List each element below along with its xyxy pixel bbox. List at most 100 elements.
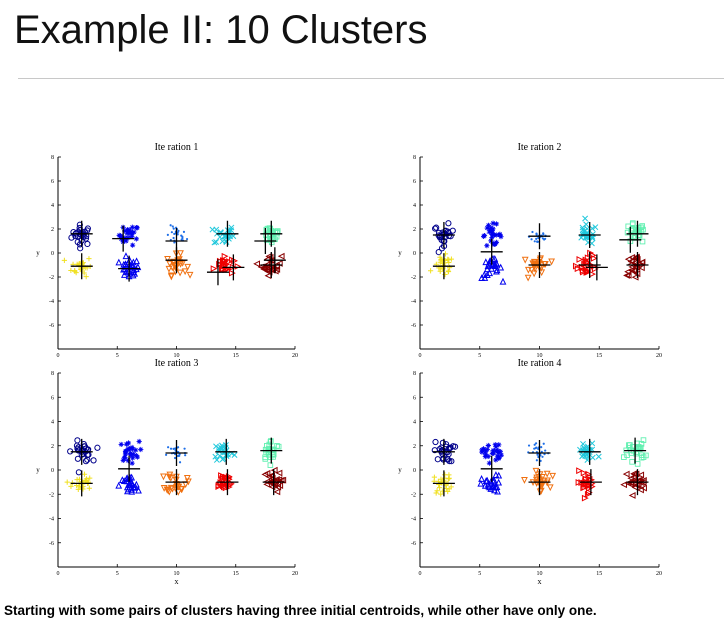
data-point-circle: [76, 241, 84, 248]
cluster-points: [527, 442, 550, 462]
data-point-triangle: [480, 270, 488, 278]
data-point-circle: [438, 245, 446, 252]
data-point-star: [493, 457, 499, 463]
data-point-triangle: [546, 484, 554, 492]
data-point-triangle: [167, 273, 175, 281]
data-point-star: [493, 239, 500, 245]
data-point-triangle: [580, 469, 588, 477]
title-divider: [18, 78, 724, 79]
data-point-circle: [70, 228, 77, 236]
x-tick-label: 5: [116, 353, 119, 359]
data-point-square: [630, 220, 636, 226]
data-point-circle: [74, 455, 81, 462]
data-point-triangle: [221, 252, 229, 260]
y-tick-label: 8: [51, 155, 54, 161]
data-point-triangle: [186, 271, 194, 279]
data-point-star: [490, 220, 496, 226]
y-tick-label: -2: [411, 275, 416, 281]
data-point-star: [483, 451, 489, 458]
data-point-circle: [434, 456, 441, 463]
data-point-triangle: [524, 266, 532, 274]
data-point-triangle: [620, 481, 628, 489]
data-point-triangle: [176, 269, 184, 277]
cluster-points: [621, 437, 649, 467]
slide-title: Example II: 10 Clusters: [14, 8, 428, 52]
data-point-star: [488, 238, 494, 244]
data-point-triangle: [478, 475, 485, 482]
y-tick-label: -2: [49, 492, 54, 498]
data-point-triangle: [627, 266, 635, 274]
data-point-triangle: [637, 471, 645, 479]
data-point-plus: [68, 267, 74, 274]
data-point-star: [129, 446, 136, 452]
data-point-cross: [228, 224, 235, 231]
data-point-plus: [445, 256, 451, 262]
data-point-triangle: [129, 271, 137, 279]
data-point-cross: [581, 445, 588, 452]
data-point-triangle: [486, 269, 494, 277]
data-point-triangle: [164, 487, 172, 495]
data-point-star: [136, 438, 142, 445]
data-point-dot: [172, 227, 175, 230]
data-point-dot: [530, 238, 533, 241]
centroid-marker: [216, 220, 239, 247]
y-tick-label: 8: [413, 371, 416, 377]
data-point-star: [497, 231, 503, 237]
data-point-cross: [213, 456, 220, 463]
data-point-dot: [540, 446, 543, 449]
y-tick-label: 6: [413, 395, 416, 401]
data-point-plus: [76, 261, 82, 267]
data-point-cross: [579, 453, 586, 460]
data-point-cross: [213, 239, 220, 246]
data-point-square: [274, 443, 280, 449]
data-point-star: [492, 442, 498, 448]
x-tick-label: 15: [596, 353, 602, 359]
data-point-star: [485, 442, 491, 449]
data-point-triangle: [481, 274, 489, 281]
data-point-dot: [185, 237, 189, 241]
y-tick-label: 4: [51, 420, 54, 426]
data-point-triangle: [265, 473, 273, 481]
data-point-triangle: [133, 257, 141, 265]
data-point-triangle: [486, 261, 494, 269]
data-point-triangle: [183, 475, 191, 482]
data-point-triangle: [276, 482, 284, 490]
data-point-star: [123, 238, 129, 244]
data-point-plus: [83, 476, 90, 482]
data-point-triangle: [576, 467, 584, 475]
data-point-triangle: [531, 262, 539, 270]
data-point-circle: [84, 240, 91, 248]
data-point-plus: [440, 488, 446, 494]
data-point-plus: [443, 485, 449, 492]
data-point-triangle: [115, 258, 123, 266]
data-point-cross: [211, 239, 218, 246]
cluster-points: [572, 249, 599, 278]
data-point-star: [498, 452, 504, 458]
data-point-dot: [182, 230, 186, 233]
data-point-triangle: [135, 486, 142, 494]
data-point-triangle: [270, 466, 278, 474]
centroid-marker: [528, 469, 551, 496]
cluster-points: [116, 224, 140, 248]
y-tick-label: -4: [411, 517, 416, 523]
y-tick-label: 2: [51, 227, 54, 233]
data-point-square: [267, 462, 274, 468]
data-point-plus: [81, 471, 88, 477]
data-point-star: [484, 225, 490, 231]
cluster-points: [623, 253, 646, 281]
data-point-triangle: [585, 484, 593, 492]
data-point-star: [486, 460, 493, 466]
data-point-triangle: [628, 492, 636, 499]
panel-title: Ite ration 3: [155, 358, 199, 369]
y-tick-label: 0: [413, 251, 416, 257]
data-point-triangle: [164, 255, 171, 263]
data-point-star: [133, 453, 140, 459]
data-point-triangle: [275, 469, 283, 477]
cluster-points: [578, 215, 599, 247]
data-point-circle: [76, 221, 83, 228]
data-point-triangle: [167, 484, 175, 492]
data-point-triangle: [261, 470, 269, 478]
centroid-marker: [165, 247, 188, 274]
y-tick-label: 6: [51, 395, 54, 401]
data-point-circle: [433, 224, 440, 231]
